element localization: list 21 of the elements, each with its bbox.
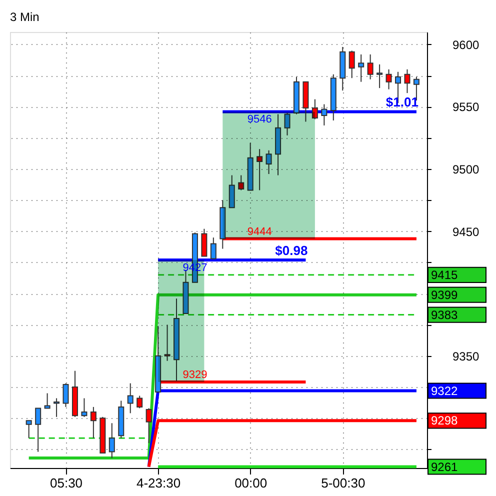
y-tick-label: 9550 — [452, 100, 480, 114]
data-label: 9546 — [247, 114, 272, 126]
annotation: $1.01 — [386, 94, 418, 110]
chart-title: 3 Min — [10, 10, 40, 24]
data-label: 9444 — [247, 226, 272, 238]
x-tick-label: 00:00 — [234, 476, 268, 490]
data-label: 9383 — [431, 308, 458, 322]
annotation: $0.98 — [275, 242, 308, 258]
x-tick-label: 5-00:30 — [321, 476, 366, 490]
data-label: 9322 — [431, 384, 458, 398]
data-label: 9298 — [431, 414, 458, 428]
y-tick-label: 9450 — [452, 224, 480, 239]
data-label: 9415 — [431, 268, 458, 282]
y-tick-label: 9350 — [452, 349, 480, 364]
x-tick-label: 05:30 — [50, 476, 83, 490]
data-label: 9399 — [431, 288, 458, 302]
x-tick-label: 4-23:30 — [136, 476, 181, 490]
y-tick-label: 9600 — [452, 38, 480, 52]
data-label: 9261 — [431, 460, 458, 474]
data-label: 9329 — [182, 369, 208, 382]
y-tick-label: 9500 — [452, 162, 480, 177]
